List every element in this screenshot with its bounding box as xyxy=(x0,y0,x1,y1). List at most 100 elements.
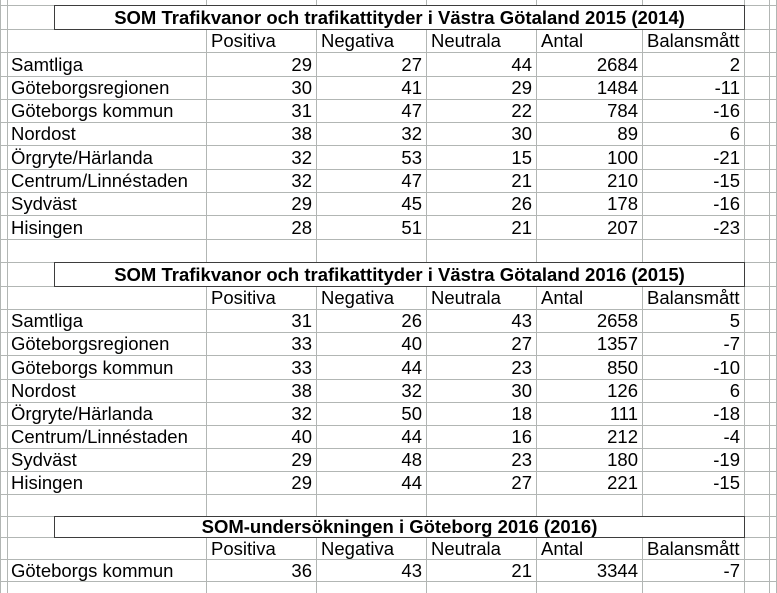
value-cell[interactable]: 50 xyxy=(317,403,427,426)
column-header[interactable]: Negativa xyxy=(317,287,427,310)
value-cell[interactable]: 784 xyxy=(537,100,643,123)
value-cell[interactable]: 30 xyxy=(427,380,537,403)
column-header[interactable]: Neutrala xyxy=(427,538,537,560)
value-cell[interactable]: 47 xyxy=(317,100,427,123)
value-cell[interactable]: -7 xyxy=(643,333,745,356)
value-cell[interactable]: -18 xyxy=(643,403,745,426)
value-cell[interactable]: 47 xyxy=(317,170,427,193)
value-cell[interactable]: 207 xyxy=(537,216,643,240)
value-cell[interactable]: 100 xyxy=(537,146,643,170)
column-header[interactable]: Antal xyxy=(537,538,643,560)
value-cell[interactable]: 16 xyxy=(427,426,537,449)
value-cell[interactable]: 111 xyxy=(537,403,643,426)
column-header[interactable]: Antal xyxy=(537,287,643,310)
value-cell[interactable]: 180 xyxy=(537,449,643,472)
value-cell[interactable]: 27 xyxy=(317,53,427,77)
value-cell[interactable]: 31 xyxy=(207,310,317,333)
column-header[interactable]: Negativa xyxy=(317,538,427,560)
value-cell[interactable]: -21 xyxy=(643,146,745,170)
value-cell[interactable]: -19 xyxy=(643,449,745,472)
value-cell[interactable]: 44 xyxy=(317,426,427,449)
value-cell[interactable]: 1357 xyxy=(537,333,643,356)
value-cell[interactable]: -15 xyxy=(643,170,745,193)
column-header[interactable]: Balansmått xyxy=(643,30,745,53)
column-header[interactable]: Neutrala xyxy=(427,30,537,53)
value-cell[interactable]: -15 xyxy=(643,472,745,495)
table-title[interactable]: SOM-undersökningen i Göteborg 2016 (2016… xyxy=(54,516,745,538)
value-cell[interactable]: -16 xyxy=(643,193,745,216)
table-title[interactable]: SOM Trafikvanor och trafikattityder i Vä… xyxy=(54,262,745,287)
row-label[interactable]: Göteborgs kommun xyxy=(8,100,207,123)
value-cell[interactable]: 850 xyxy=(537,356,643,380)
value-cell[interactable]: 178 xyxy=(537,193,643,216)
row-label[interactable]: Göteborgs kommun xyxy=(8,356,207,380)
value-cell[interactable]: 45 xyxy=(317,193,427,216)
value-cell[interactable]: 210 xyxy=(537,170,643,193)
value-cell[interactable]: 33 xyxy=(207,356,317,380)
row-label[interactable]: Centrum/Linnéstaden xyxy=(8,170,207,193)
value-cell[interactable]: 44 xyxy=(427,53,537,77)
value-cell[interactable]: -10 xyxy=(643,356,745,380)
value-cell[interactable]: -4 xyxy=(643,426,745,449)
value-cell[interactable]: 27 xyxy=(427,333,537,356)
value-cell[interactable]: 40 xyxy=(317,333,427,356)
value-cell[interactable]: 32 xyxy=(317,123,427,146)
value-cell[interactable]: -23 xyxy=(643,216,745,240)
column-header[interactable]: Positiva xyxy=(207,30,317,53)
column-header[interactable]: Positiva xyxy=(207,538,317,560)
value-cell[interactable]: 29 xyxy=(427,77,537,100)
row-label[interactable]: Göteborgsregionen xyxy=(8,77,207,100)
value-cell[interactable]: 2 xyxy=(643,53,745,77)
value-cell[interactable]: 30 xyxy=(207,77,317,100)
value-cell[interactable]: 29 xyxy=(207,193,317,216)
row-label[interactable]: Sydväst xyxy=(8,449,207,472)
column-header[interactable]: Balansmått xyxy=(643,538,745,560)
column-header[interactable]: Antal xyxy=(537,30,643,53)
row-label[interactable]: Hisingen xyxy=(8,216,207,240)
value-cell[interactable]: 27 xyxy=(427,472,537,495)
value-cell[interactable]: 126 xyxy=(537,380,643,403)
value-cell[interactable]: 53 xyxy=(317,146,427,170)
value-cell[interactable]: 2684 xyxy=(537,53,643,77)
value-cell[interactable]: 26 xyxy=(427,193,537,216)
row-label[interactable]: Göteborgsregionen xyxy=(8,333,207,356)
value-cell[interactable]: 6 xyxy=(643,380,745,403)
column-header[interactable]: Neutrala xyxy=(427,287,537,310)
row-label[interactable]: Centrum/Linnéstaden xyxy=(8,426,207,449)
value-cell[interactable]: 212 xyxy=(537,426,643,449)
value-cell[interactable]: 18 xyxy=(427,403,537,426)
value-cell[interactable]: 32 xyxy=(207,146,317,170)
value-cell[interactable]: 221 xyxy=(537,472,643,495)
value-cell[interactable]: 31 xyxy=(207,100,317,123)
value-cell[interactable]: -16 xyxy=(643,100,745,123)
row-label[interactable]: Sydväst xyxy=(8,193,207,216)
value-cell[interactable]: 6 xyxy=(643,123,745,146)
value-cell[interactable]: 1484 xyxy=(537,77,643,100)
row-label[interactable]: Samtliga xyxy=(8,310,207,333)
value-cell[interactable]: 30 xyxy=(427,123,537,146)
value-cell[interactable]: 2658 xyxy=(537,310,643,333)
value-cell[interactable]: 43 xyxy=(317,560,427,582)
column-header[interactable]: Positiva xyxy=(207,287,317,310)
value-cell[interactable]: 41 xyxy=(317,77,427,100)
value-cell[interactable]: 23 xyxy=(427,449,537,472)
value-cell[interactable]: 32 xyxy=(207,170,317,193)
value-cell[interactable]: 48 xyxy=(317,449,427,472)
column-header[interactable]: Negativa xyxy=(317,30,427,53)
row-label[interactable]: Örgryte/Härlanda xyxy=(8,403,207,426)
value-cell[interactable]: 29 xyxy=(207,53,317,77)
value-cell[interactable]: 21 xyxy=(427,170,537,193)
value-cell[interactable]: 44 xyxy=(317,356,427,380)
value-cell[interactable]: 26 xyxy=(317,310,427,333)
value-cell[interactable]: 23 xyxy=(427,356,537,380)
row-label[interactable]: Hisingen xyxy=(8,472,207,495)
value-cell[interactable]: 3344 xyxy=(537,560,643,582)
row-label[interactable]: Göteborgs kommun xyxy=(8,560,207,582)
value-cell[interactable]: 32 xyxy=(317,380,427,403)
table-title[interactable]: SOM Trafikvanor och trafikattityder i Vä… xyxy=(54,5,745,30)
value-cell[interactable]: 40 xyxy=(207,426,317,449)
value-cell[interactable]: 15 xyxy=(427,146,537,170)
value-cell[interactable]: 38 xyxy=(207,123,317,146)
value-cell[interactable]: 51 xyxy=(317,216,427,240)
value-cell[interactable]: 21 xyxy=(427,560,537,582)
